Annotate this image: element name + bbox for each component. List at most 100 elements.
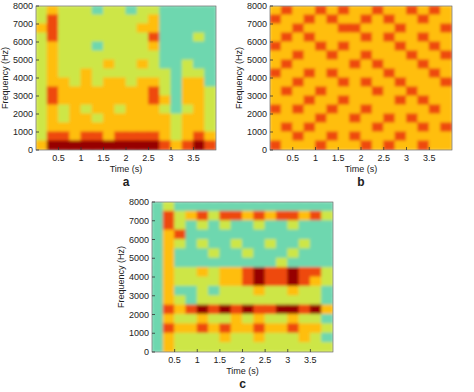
cell — [315, 51, 327, 61]
cell — [265, 305, 277, 315]
cell — [265, 220, 277, 230]
cell — [349, 105, 361, 115]
cell — [103, 69, 115, 79]
cell — [174, 230, 186, 240]
cell — [326, 87, 338, 97]
cell — [47, 78, 59, 88]
x-tick — [338, 147, 339, 150]
cell — [137, 123, 149, 133]
cell — [349, 114, 361, 124]
cell — [193, 141, 205, 151]
cell — [36, 123, 48, 133]
cell — [193, 69, 205, 79]
cell — [429, 87, 441, 97]
cell — [159, 6, 171, 16]
cell — [338, 78, 350, 88]
cell — [69, 141, 81, 151]
y-tick — [270, 60, 273, 61]
y-tick — [270, 78, 273, 79]
y-tick — [152, 295, 155, 296]
cell — [395, 33, 407, 43]
x-tick-label: 2 — [358, 153, 363, 163]
y-tick-label: 4000 — [247, 73, 267, 83]
cell — [163, 323, 175, 333]
x-tick — [219, 349, 220, 352]
y-tick — [36, 42, 39, 43]
cell — [182, 123, 194, 133]
cell — [242, 239, 254, 249]
cell — [92, 78, 104, 88]
cell — [103, 78, 115, 88]
cell — [395, 87, 407, 97]
x-tick-label: 1 — [313, 153, 318, 163]
cell — [103, 42, 115, 52]
x-tick — [429, 147, 430, 150]
cell — [326, 123, 338, 133]
cell — [321, 267, 333, 277]
cell — [349, 42, 361, 52]
cell — [270, 78, 282, 88]
cell — [163, 239, 175, 249]
plot-frame — [152, 202, 333, 352]
cell — [114, 105, 126, 115]
cell — [440, 6, 452, 16]
cell — [126, 15, 138, 25]
cell — [185, 220, 197, 230]
cell — [219, 323, 231, 333]
cell — [182, 15, 194, 25]
y-tick-label: 0 — [144, 347, 149, 357]
cell — [253, 248, 265, 258]
x-tick — [193, 147, 194, 150]
cell — [287, 258, 299, 268]
x-tick — [383, 147, 384, 150]
cell — [81, 24, 93, 34]
cell — [349, 24, 361, 34]
cell — [231, 342, 243, 352]
cell — [219, 277, 231, 287]
x-tick-label: 3 — [285, 355, 290, 365]
cell — [315, 141, 327, 151]
cell — [395, 60, 407, 70]
cell — [287, 230, 299, 240]
cell — [208, 323, 220, 333]
cell — [383, 132, 395, 142]
y-tick — [270, 150, 273, 151]
cell — [417, 42, 429, 52]
cell — [281, 132, 293, 142]
cell — [174, 202, 186, 212]
cell — [148, 6, 160, 16]
cell — [253, 323, 265, 333]
cell — [321, 258, 333, 268]
cell — [406, 51, 418, 61]
cell — [417, 141, 429, 151]
cell — [185, 277, 197, 287]
cell — [114, 132, 126, 142]
cell — [253, 295, 265, 305]
cell — [163, 248, 175, 258]
y-tick — [270, 132, 273, 133]
cell — [208, 220, 220, 230]
cell — [265, 248, 277, 258]
cell — [204, 69, 216, 79]
cell — [383, 15, 395, 25]
cell — [242, 295, 254, 305]
cell — [406, 42, 418, 52]
cell — [253, 333, 265, 343]
cell — [185, 295, 197, 305]
cell — [292, 42, 304, 52]
cell — [231, 333, 243, 343]
cell — [321, 314, 333, 324]
cell — [163, 277, 175, 287]
cell — [163, 220, 175, 230]
cell — [276, 202, 288, 212]
cell — [361, 141, 373, 151]
cell — [281, 123, 293, 133]
cell — [36, 60, 48, 70]
cell — [208, 211, 220, 221]
cell — [152, 323, 164, 333]
cell — [47, 42, 59, 52]
cell — [69, 33, 81, 43]
cell — [429, 96, 441, 106]
cell — [417, 87, 429, 97]
cell — [185, 211, 197, 221]
